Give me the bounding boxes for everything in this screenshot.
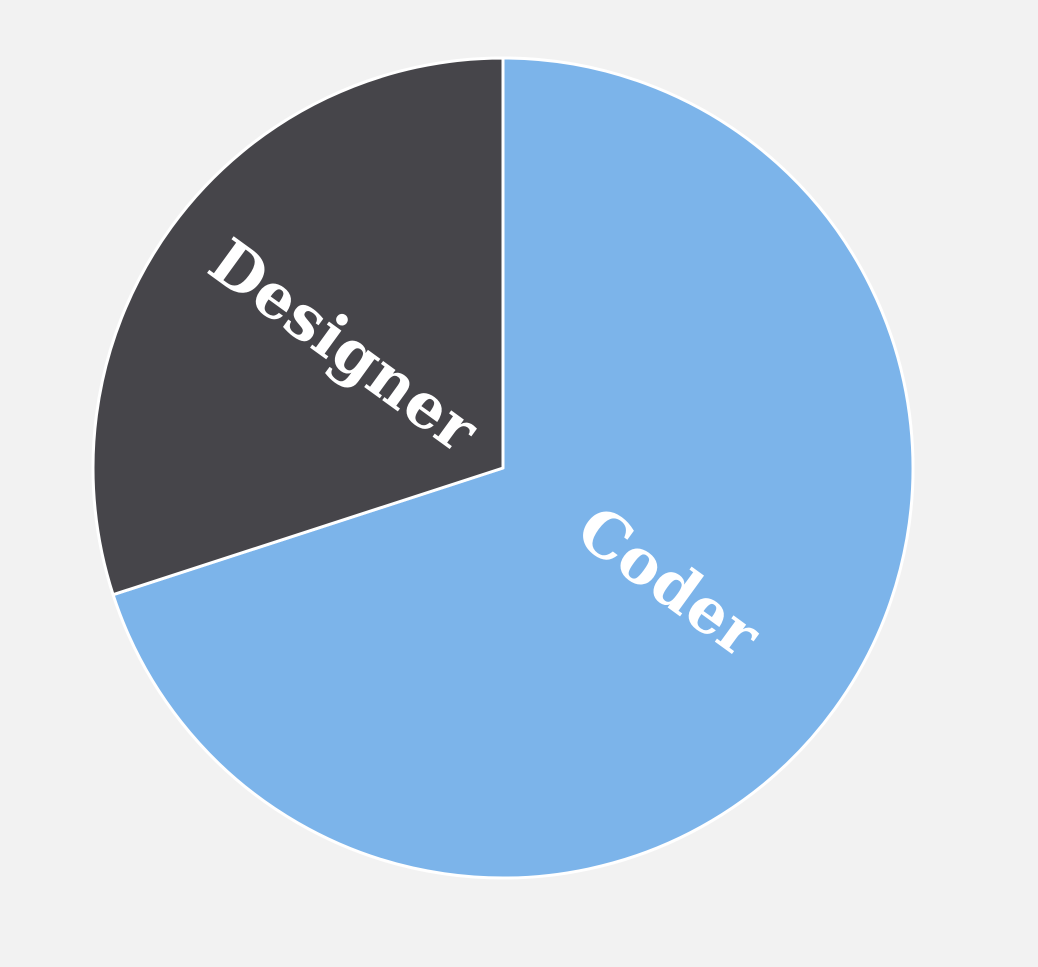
pie-slices bbox=[91, 56, 915, 880]
pie-slice-coder bbox=[111, 56, 915, 880]
pie-slice-designer bbox=[91, 56, 505, 597]
